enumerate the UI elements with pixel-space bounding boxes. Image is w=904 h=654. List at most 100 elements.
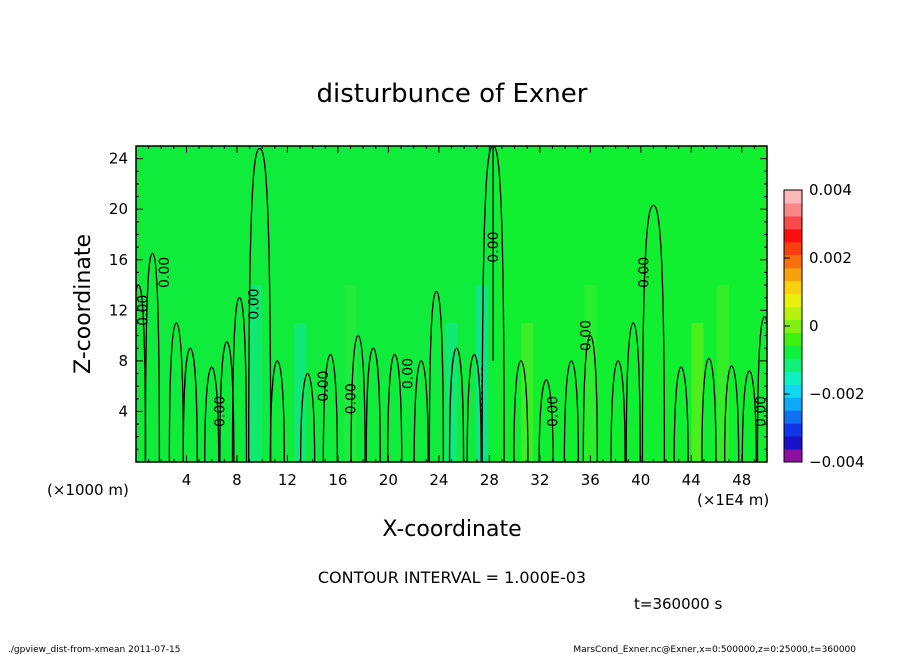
contour-line (269, 360, 285, 462)
colorbar-ticks: 0.004 0.002 0 −0.002 −0.004 (784, 181, 865, 471)
contour-labels: 0.00 0.00 0.00 0.00 0.00 0.00 0.00 0.00 0.00 0.00… (135, 232, 769, 427)
contour-line (673, 366, 689, 462)
contour-line (481, 146, 505, 462)
field-band (445, 322, 458, 462)
colorbar-swatch (784, 293, 802, 308)
contour-line (641, 204, 666, 462)
y-tick-label: 4 (118, 402, 128, 420)
x-tick-label: 28 (480, 471, 499, 489)
contour-label: 0.00 (212, 396, 228, 427)
contour-line (413, 360, 429, 462)
colorbar-swatch (784, 254, 802, 269)
contour-line (741, 370, 757, 462)
contour-label: 0.00 (486, 232, 502, 263)
contour-line (182, 347, 198, 462)
contour-line (350, 334, 366, 462)
x-tick-label: 24 (429, 471, 448, 489)
chart-title: disturbunce of Exner (317, 79, 588, 109)
contour-label: 0.00 (344, 383, 360, 414)
x-tick-label: 48 (732, 471, 751, 489)
contour-line (563, 360, 580, 462)
contour-label: 0.00 (246, 288, 262, 319)
y-tick-label: 8 (118, 352, 128, 370)
x-tick-label: 4 (182, 471, 192, 489)
colorbar-swatch (784, 410, 802, 424)
y-axis: 4 8 12 16 20 24 (109, 150, 767, 450)
contour-label: 0.00 (400, 358, 416, 389)
contour-line (299, 372, 316, 462)
contour-line (701, 357, 717, 462)
x-tick-label: 40 (631, 471, 650, 489)
colorbar-swatch (784, 319, 802, 333)
colorbar-swatch (784, 267, 802, 282)
contour-line (756, 315, 767, 462)
contour-line (513, 360, 529, 462)
y-tick-label: 12 (109, 301, 128, 319)
footer-right: MarsCond_Exner.nc@Exner,x=0:500000,z=0:2… (573, 645, 856, 654)
colorbar-swatch (784, 202, 802, 217)
contour-label: 0.00 (316, 371, 332, 402)
colorbar-swatch (784, 371, 802, 385)
colorbar-swatch (784, 306, 802, 321)
x-unit-label: (×1000 m) (47, 481, 129, 499)
field-band (521, 322, 534, 462)
contour-label: 0.00 (636, 257, 652, 288)
contour-line (724, 365, 740, 462)
field-band (716, 285, 729, 462)
contour-line (387, 353, 403, 462)
x-scale-label: (×1E4 m) (697, 491, 769, 509)
colorbar-swatch (784, 228, 802, 243)
colorbar-swatch (784, 345, 802, 359)
field-band (691, 322, 704, 462)
contour-interval-note: CONTOUR INTERVAL = 1.000E-03 (318, 568, 586, 587)
contour-line (466, 353, 482, 462)
colorbar-tick-label: −0.002 (809, 385, 865, 403)
y-axis-label: Z-coordinate (71, 234, 96, 374)
contour-line (248, 147, 272, 462)
contour-line (610, 360, 626, 462)
contour-label: 0.00 (545, 396, 561, 427)
contour-line (168, 322, 185, 462)
colorbar-swatch (784, 436, 802, 450)
colorbar-tick-label: 0.004 (809, 181, 852, 199)
plot-area: 0.00 0.00 0.00 0.00 0.00 0.00 0.00 0.00 0.00 0.00… (109, 145, 770, 489)
contour-line (144, 252, 161, 462)
colorbar: 0.004 0.002 0 −0.002 −0.004 (783, 181, 865, 471)
x-tick-label: 12 (278, 471, 297, 489)
contour-line (448, 347, 465, 462)
colorbar-swatch (784, 215, 802, 230)
x-tick-label: 20 (379, 471, 398, 489)
colorbar-swatch (784, 358, 802, 372)
colorbar-tick-label: −0.004 (809, 453, 865, 471)
colorbar-swatch (784, 332, 802, 346)
x-tick-label: 36 (581, 471, 600, 489)
contour-lines (136, 146, 767, 462)
contour-label: 0.00 (135, 295, 151, 326)
colorbar-swatch (784, 449, 802, 463)
time-note: t=360000 s (634, 595, 722, 613)
x-tick-label: 32 (530, 471, 549, 489)
colorbar-swatch (784, 280, 802, 295)
contour-line (322, 353, 338, 462)
x-tick-label: 16 (328, 471, 347, 489)
colorbar-tick-label: 0.002 (809, 249, 852, 267)
colorbar-swatch (784, 384, 802, 398)
colorbar-swatch (784, 397, 802, 411)
footer-left: ./gpview_dist-from-xmean 2011-07-15 (8, 645, 180, 654)
contour-line (582, 334, 598, 462)
x-tick-label: 44 (682, 471, 701, 489)
x-axis-label: X-coordinate (382, 517, 521, 542)
field-band (249, 285, 262, 462)
contour-label: 0.00 (157, 257, 173, 288)
contour-line (365, 347, 381, 462)
contour-label: 0.00 (578, 320, 594, 351)
contour-line (428, 290, 445, 462)
field-band (344, 285, 357, 462)
contour-line (204, 366, 220, 462)
colorbar-swatch (784, 241, 802, 256)
x-tick-label: 8 (232, 471, 242, 489)
field-band (584, 285, 597, 462)
y-tick-label: 24 (109, 150, 128, 168)
field-band (294, 322, 307, 462)
